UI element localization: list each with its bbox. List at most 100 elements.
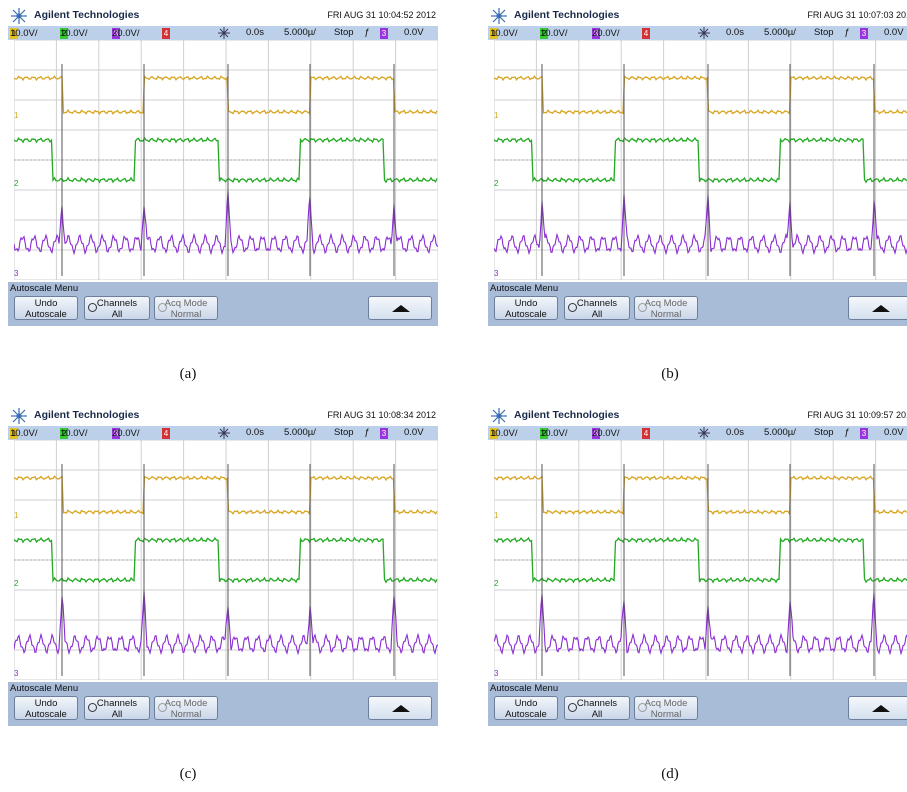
channel-2-trace (14, 536, 438, 584)
menu-up-button[interactable] (848, 296, 907, 320)
softkey-menu-bar: Autoscale Menu Undo Autoscale Channels All… (8, 282, 438, 326)
waveform-display: 1 2 3 (14, 40, 438, 280)
trigger-level[interactable]: 0.0V (404, 427, 424, 438)
oscilloscope-screenshot: Agilent Technologies FRI AUG 31 10:09:57… (488, 406, 907, 751)
title-bar: Agilent Technologies FRI AUG 31 10:09:57… (488, 406, 907, 426)
brand-name: Agilent Technologies (514, 9, 620, 21)
trigger-edge-icon: ƒ (844, 27, 850, 38)
trigger-level[interactable]: 0.0V (404, 27, 424, 38)
channel-1-ground-marker: 1 (494, 111, 499, 120)
channel-1-trace (14, 74, 438, 116)
channel-1-ground-marker: 1 (494, 511, 499, 520)
acq-mode-button[interactable]: Acq Mode Normal (154, 696, 218, 720)
channel-3-trace (14, 590, 438, 656)
figure-caption: (d) (661, 766, 679, 782)
channel-1-ground-marker: 1 (14, 511, 19, 520)
rotate-icon (88, 703, 97, 712)
up-arrow-icon (392, 705, 410, 712)
figure-caption: (b) (661, 366, 679, 382)
undo-autoscale-button[interactable]: Undo Autoscale (494, 696, 558, 720)
undo-autoscale-button[interactable]: Undo Autoscale (494, 296, 558, 320)
waveform-plot: 1 2 3 (494, 440, 907, 680)
timebase[interactable]: 5.000µ/ (764, 427, 796, 438)
trigger-edge-icon: ƒ (364, 427, 370, 438)
waveform-plot: 1 2 3 (494, 40, 907, 280)
time-offset[interactable]: 0.0s (726, 27, 744, 38)
time-offset[interactable]: 0.0s (246, 427, 264, 438)
run-state[interactable]: Stop (334, 27, 354, 38)
channels-all-button[interactable]: Channels All (564, 296, 630, 320)
oscilloscope-screenshot: Agilent Technologies FRI AUG 31 10:04:52… (8, 6, 438, 351)
channel-2-ground-marker: 2 (14, 579, 19, 588)
channel-3-trace (494, 193, 907, 256)
undo-autoscale-button[interactable]: Undo Autoscale (14, 696, 78, 720)
channels-all-button[interactable]: Channels All (84, 296, 150, 320)
channel-3-trace (494, 592, 907, 656)
waveform-display: 1 2 3 (494, 440, 907, 680)
timestamp: FRI AUG 31 10:09:57 2012 (807, 410, 907, 420)
trigger-edge-icon: ƒ (844, 427, 850, 438)
agilent-logo-icon (491, 8, 507, 24)
waveform-plot: 1 2 3 (14, 440, 438, 680)
run-state[interactable]: Stop (814, 27, 834, 38)
timestamp: FRI AUG 31 10:07:03 2012 (807, 10, 907, 20)
oscilloscope-screenshot: Agilent Technologies FRI AUG 31 10:08:34… (8, 406, 438, 751)
time-offset[interactable]: 0.0s (246, 27, 264, 38)
trigger-edge-icon: ƒ (364, 27, 370, 38)
time-offset[interactable]: 0.0s (726, 427, 744, 438)
menu-title: Autoscale Menu (10, 283, 79, 294)
channels-all-button[interactable]: Channels All (84, 696, 150, 720)
channel-status-bar: 1 10.0V/ 2 10.0V/ 3 20.0V/ 4 0.0s 5.000µ/ S… (488, 426, 907, 440)
menu-title: Autoscale Menu (490, 683, 559, 694)
waveform-plot: 1 2 3 (14, 40, 438, 280)
channel-2-trace (14, 136, 438, 184)
acq-mode-button[interactable]: Acq Mode Normal (154, 296, 218, 320)
trigger-position-icon (698, 27, 710, 42)
waveform-display: 1 2 3 (14, 440, 438, 680)
title-bar: Agilent Technologies FRI AUG 31 10:08:34… (8, 406, 438, 426)
timestamp: FRI AUG 31 10:04:52 2012 (327, 10, 436, 20)
agilent-logo-icon (491, 408, 507, 424)
rotate-icon (158, 703, 167, 712)
acq-mode-button[interactable]: Acq Mode Normal (634, 296, 698, 320)
timebase[interactable]: 5.000µ/ (284, 427, 316, 438)
channels-all-button[interactable]: Channels All (564, 696, 630, 720)
brand-name: Agilent Technologies (34, 409, 140, 421)
trigger-position-icon (218, 27, 230, 42)
waveform-display: 1 2 3 (494, 40, 907, 280)
menu-up-button[interactable] (368, 296, 432, 320)
trigger-position-icon (698, 427, 710, 442)
channel-2-ground-marker: 2 (494, 579, 499, 588)
channel-status-bar: 1 10.0V/ 2 10.0V/ 3 20.0V/ 4 0.0s 5.000µ/ S… (8, 26, 438, 40)
trigger-level[interactable]: 0.0V (884, 27, 904, 38)
channel-2-trace (494, 136, 907, 184)
softkey-menu-bar: Autoscale Menu Undo Autoscale Channels All… (488, 682, 907, 726)
channel-2-ground-marker: 2 (14, 179, 19, 188)
brand-name: Agilent Technologies (34, 9, 140, 21)
menu-up-button[interactable] (368, 696, 432, 720)
oscilloscope-screenshot: Agilent Technologies FRI AUG 31 10:07:03… (488, 6, 907, 351)
agilent-logo-icon (11, 408, 27, 424)
softkey-menu-bar: Autoscale Menu Undo Autoscale Channels All… (488, 282, 907, 326)
trigger-level[interactable]: 0.0V (884, 427, 904, 438)
up-arrow-icon (872, 305, 890, 312)
run-state[interactable]: Stop (334, 427, 354, 438)
channel-1-ground-marker: 1 (14, 111, 19, 120)
rotate-icon (568, 303, 577, 312)
rotate-icon (88, 303, 97, 312)
acq-mode-button[interactable]: Acq Mode Normal (634, 696, 698, 720)
channel-3-ground-marker: 3 (14, 269, 19, 278)
timebase[interactable]: 5.000µ/ (284, 27, 316, 38)
title-bar: Agilent Technologies FRI AUG 31 10:04:52… (8, 6, 438, 26)
channel-1-trace (14, 474, 438, 516)
undo-autoscale-button[interactable]: Undo Autoscale (14, 296, 78, 320)
run-state[interactable]: Stop (814, 427, 834, 438)
timebase[interactable]: 5.000µ/ (764, 27, 796, 38)
menu-up-button[interactable] (848, 696, 907, 720)
channel-3-ground-marker: 3 (494, 269, 499, 278)
figure-caption: (a) (179, 366, 197, 382)
softkey-menu-bar: Autoscale Menu Undo Autoscale Channels All… (8, 682, 438, 726)
channel-3-trace (14, 190, 438, 256)
menu-title: Autoscale Menu (490, 283, 559, 294)
channel-2-trace (494, 536, 907, 584)
